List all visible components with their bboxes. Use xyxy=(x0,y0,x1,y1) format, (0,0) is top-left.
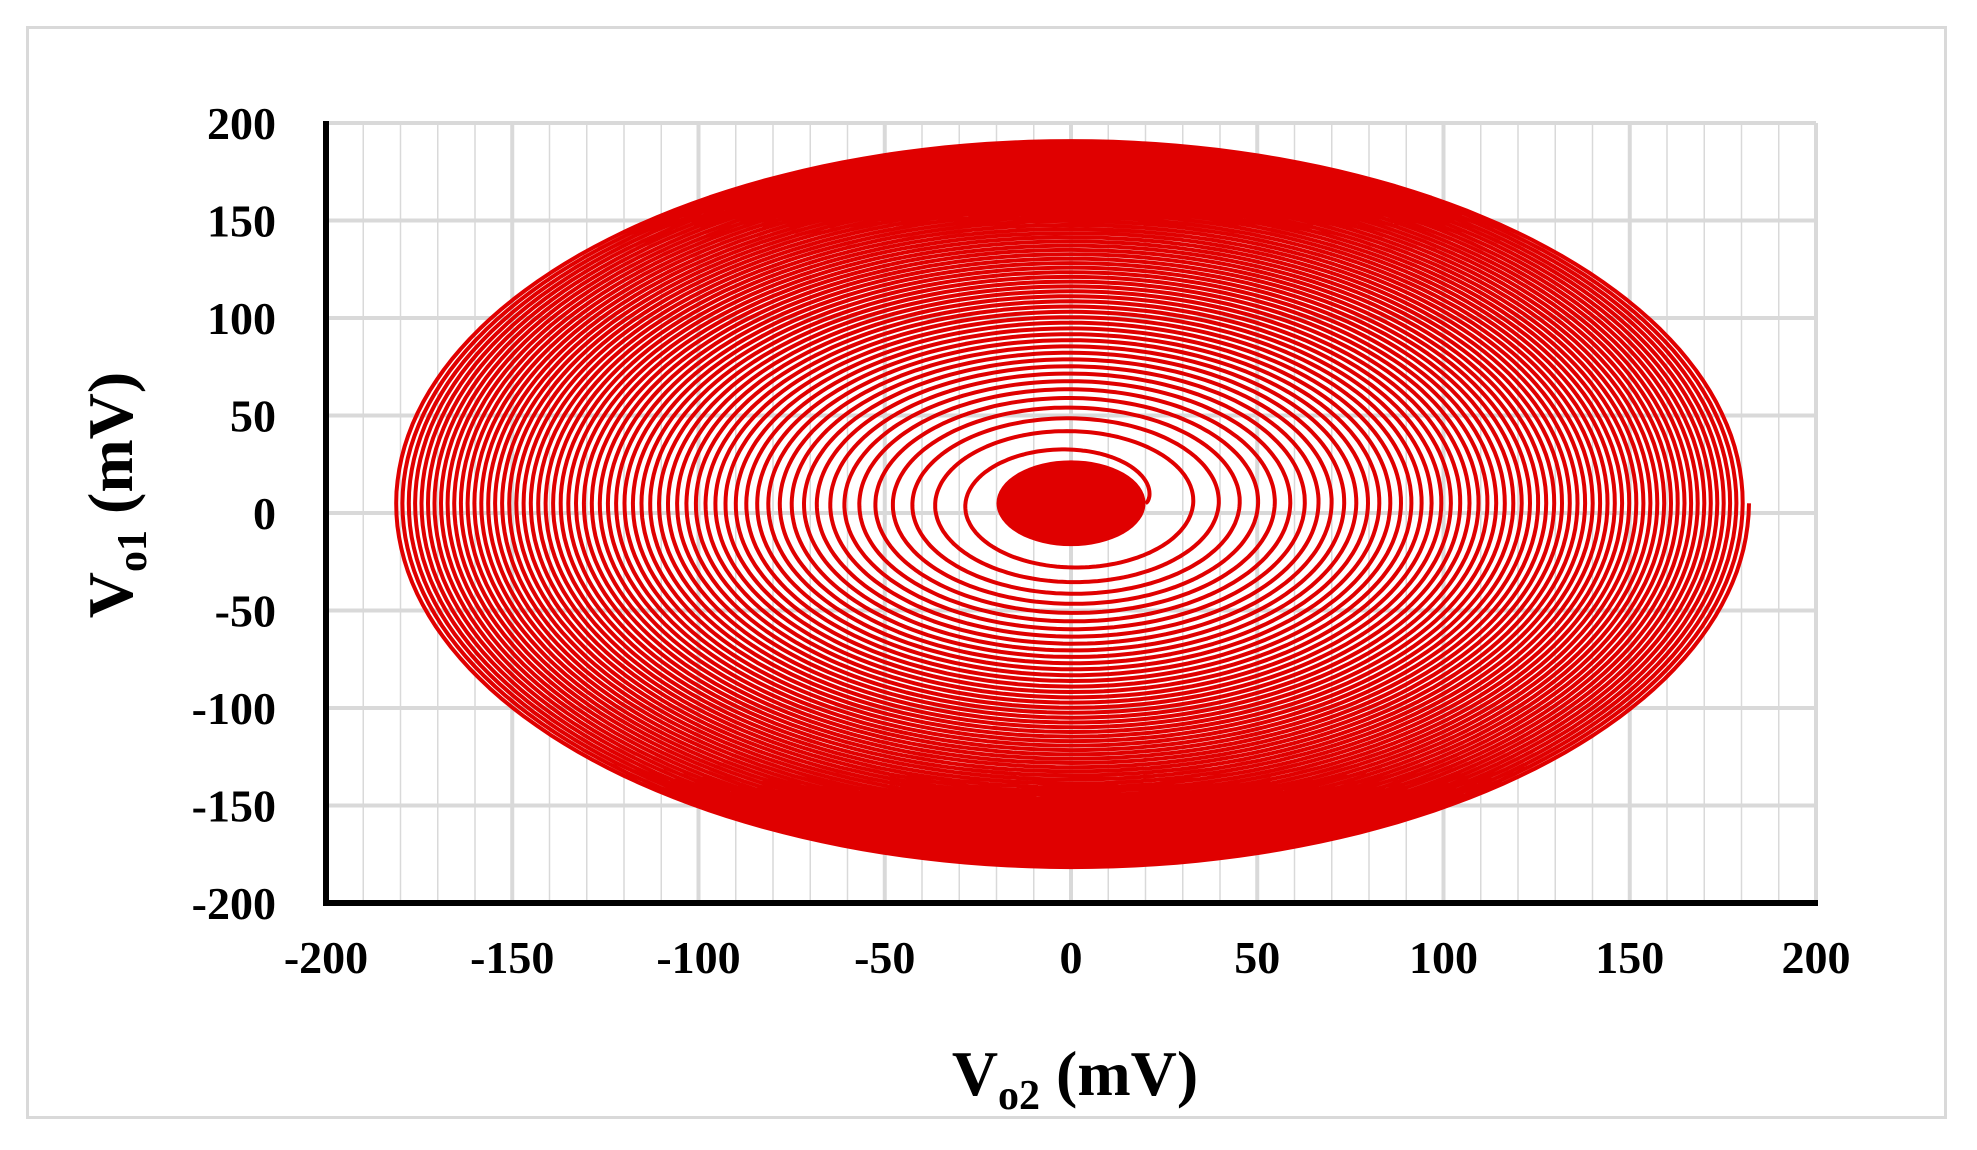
y-tick-labels: 200 150 100 50 0 -50 -100 -150 -200 xyxy=(192,98,276,929)
x-tick-label: 150 xyxy=(1595,932,1664,983)
y-axis-title-unit: (mV) xyxy=(75,372,146,530)
y-axis-title-sub: o1 xyxy=(110,530,156,572)
x-tick-label: 100 xyxy=(1409,932,1478,983)
y-tick-label: 0 xyxy=(253,488,276,539)
y-tick-label: 200 xyxy=(207,98,276,149)
axes xyxy=(323,121,1818,906)
x-tick-label: 50 xyxy=(1234,932,1280,983)
y-tick-label: 50 xyxy=(230,391,276,442)
x-tick-label: -100 xyxy=(656,932,740,983)
series-spiral-line xyxy=(394,139,1751,870)
y-tick-label: -100 xyxy=(192,683,276,734)
y-tick-label: -150 xyxy=(192,781,276,832)
y-tick-label: 100 xyxy=(207,293,276,344)
x-axis-title-unit: (mV) xyxy=(1040,1038,1198,1109)
x-axis-title-main: V xyxy=(952,1038,998,1109)
x-tick-label: -200 xyxy=(284,932,368,983)
x-tick-label: 0 xyxy=(1060,932,1083,983)
y-axis-title: Vo1 (mV) xyxy=(75,372,156,618)
x-axis-title-sub: o2 xyxy=(998,1073,1040,1119)
y-tick-label: 150 xyxy=(207,196,276,247)
y-tick-label: -200 xyxy=(192,878,276,929)
x-axis-title: Vo2 (mV) xyxy=(952,1038,1198,1119)
x-tick-label: 200 xyxy=(1782,932,1851,983)
y-tick-label: -50 xyxy=(215,586,276,637)
y-axis-title-main: V xyxy=(75,572,146,618)
x-tick-labels: -200 -150 -100 -50 0 50 100 150 200 xyxy=(284,932,1851,983)
x-tick-label: -50 xyxy=(854,932,915,983)
series-spiral-core xyxy=(996,460,1146,547)
series-layer xyxy=(394,139,1751,870)
x-tick-label: -150 xyxy=(470,932,554,983)
